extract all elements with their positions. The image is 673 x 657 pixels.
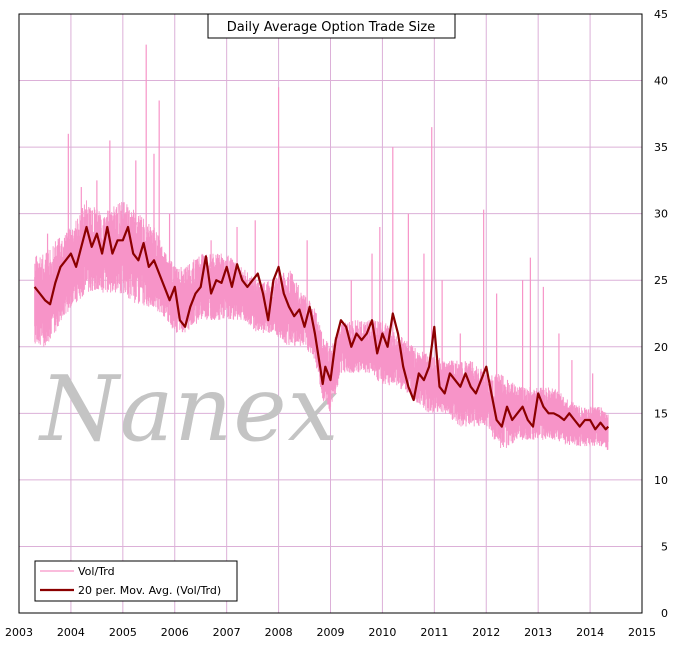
x-axis-tick-labels: 2003 2004 2005 2006 2007 2008 2009 2010 2011 2012… <box>5 626 656 639</box>
y-tick-label: 10 <box>654 474 668 487</box>
y-tick-label: 25 <box>654 274 668 287</box>
x-tick-label: 2013 <box>524 626 552 639</box>
chart-title: Daily Average Option Trade Size <box>227 20 435 35</box>
chart-title-box: Daily Average Option Trade Size <box>207 13 456 39</box>
x-tick-label: 2014 <box>576 626 604 639</box>
x-tick-label: 2006 <box>161 626 189 639</box>
y-tick-label: 20 <box>654 341 668 354</box>
legend-label-vol-trd: Vol/Trd <box>78 565 115 578</box>
x-tick-label: 2007 <box>213 626 241 639</box>
x-tick-label: 2010 <box>368 626 396 639</box>
plot-frame <box>18 13 643 614</box>
y-axis-tick-labels: 0 5 10 15 20 25 30 35 40 45 <box>654 8 668 620</box>
legend: Vol/Trd 20 per. Mov. Avg. (Vol/Trd) <box>34 560 238 602</box>
x-tick-label: 2004 <box>57 626 85 639</box>
y-tick-label: 35 <box>654 141 668 154</box>
x-tick-label: 2012 <box>472 626 500 639</box>
y-tick-label: 30 <box>654 208 668 221</box>
y-tick-label: 5 <box>661 540 668 553</box>
x-tick-label: 2008 <box>265 626 293 639</box>
y-tick-label: 40 <box>654 75 668 88</box>
x-tick-label: 2005 <box>109 626 137 639</box>
x-tick-label: 2003 <box>5 626 33 639</box>
vol-trd-series <box>34 44 609 450</box>
y-tick-label: 0 <box>661 607 668 620</box>
y-tick-label: 15 <box>654 407 668 420</box>
gridlines <box>18 13 643 614</box>
moving-average-line <box>33 225 610 431</box>
x-tick-label: 2011 <box>420 626 448 639</box>
x-tick-label: 2009 <box>317 626 345 639</box>
moving-average-series <box>33 225 610 431</box>
legend-label-moving-average: 20 per. Mov. Avg. (Vol/Trd) <box>78 584 221 597</box>
watermark: Nanex <box>38 357 339 462</box>
x-tick-label: 2015 <box>628 626 656 639</box>
y-tick-label: 45 <box>654 8 668 21</box>
